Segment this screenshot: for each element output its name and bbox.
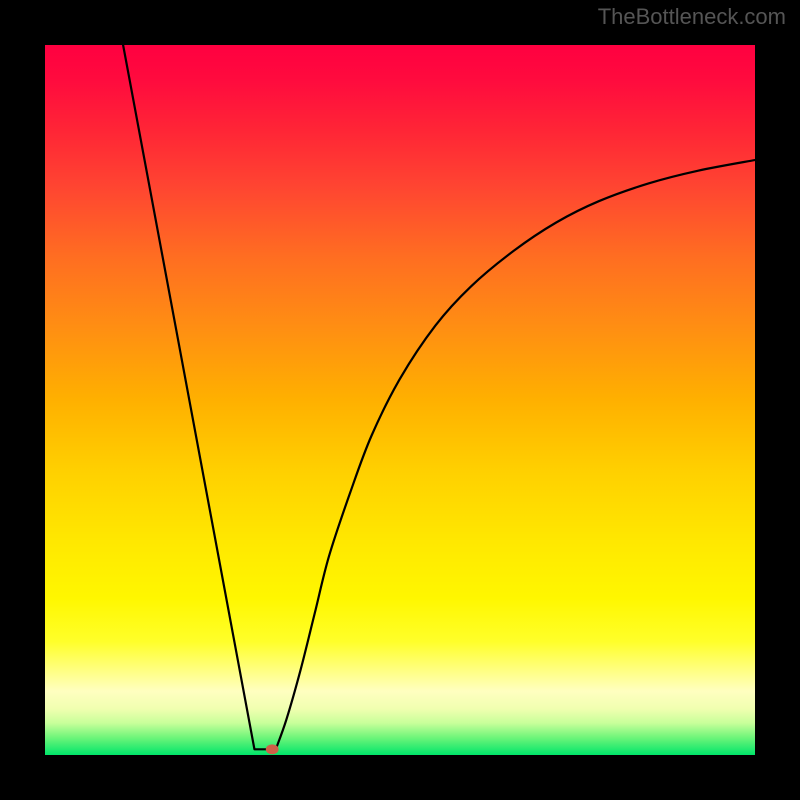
chart-svg xyxy=(0,0,800,800)
figure-container: TheBottleneck.com xyxy=(0,0,800,800)
plot-background xyxy=(45,45,755,755)
optimum-marker xyxy=(266,744,279,754)
watermark-text: TheBottleneck.com xyxy=(598,4,786,30)
